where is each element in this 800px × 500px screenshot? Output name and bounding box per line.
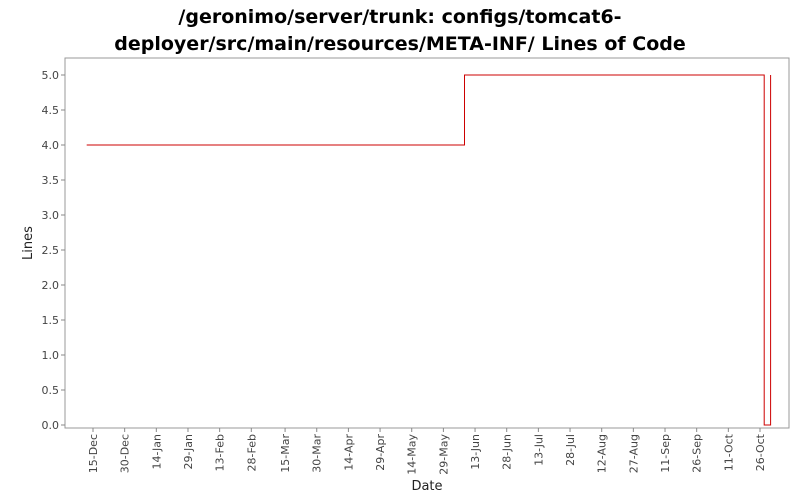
x-tick-label: 11-Oct (722, 433, 735, 471)
x-tick-label: 11-Sep (659, 434, 672, 473)
plot-area (64, 57, 790, 429)
x-tick-label: 26-Oct (754, 433, 767, 471)
x-tick-label: 30-Dec (119, 434, 132, 473)
x-tick-label: 28-Feb (245, 434, 258, 471)
y-tick-label: 5.0 (42, 69, 60, 82)
x-axis-label: Date (411, 479, 442, 494)
y-tick-label: 3.0 (42, 209, 60, 222)
chart-title-line-1: /geronimo/server/trunk: configs/tomcat6- (178, 6, 622, 28)
y-tick-label: 1.0 (42, 349, 60, 362)
y-axis: 0.0 0.5 1.0 1.5 2.0 2.5 3.0 3.5 4.0 4.5 5.0 (42, 69, 65, 432)
y-tick-label: 0.0 (42, 419, 60, 432)
x-tick-label: 15-Dec (87, 434, 100, 473)
x-tick-label: 12-Aug (596, 434, 609, 473)
chart-title: /geronimo/server/trunk: configs/tomcat6-… (0, 4, 800, 58)
x-tick-label: 14-May (406, 434, 419, 475)
y-tick-label: 4.0 (42, 139, 60, 152)
x-axis: 15-Dec 30-Dec 14-Jan 29-Jan 13-Feb 28-Feb 15-M… (87, 428, 767, 475)
x-tick-label: 29-May (437, 434, 450, 475)
series-line (86, 74, 772, 426)
y-tick-label: 3.5 (42, 174, 60, 187)
y-tick-label: 1.5 (42, 314, 60, 327)
x-tick-label: 28-Jun (501, 434, 514, 470)
y-tick-label: 4.5 (42, 104, 60, 117)
y-tick-label: 2.0 (42, 279, 60, 292)
x-tick-label: 15-Mar (279, 434, 292, 473)
x-tick-label: 28-Jul (564, 434, 577, 466)
y-tick-label: 0.5 (42, 384, 60, 397)
x-tick-label: 14-Apr (342, 434, 355, 471)
chart-title-line-2: deployer/src/main/resources/META-INF/ Li… (114, 33, 686, 55)
x-tick-label: 30-Mar (311, 434, 324, 473)
x-tick-label: 14-Jan (150, 434, 163, 470)
x-tick-label: 27-Aug (627, 434, 640, 473)
x-tick-label: 13-Jun (469, 434, 482, 470)
x-tick-label: 13-Jul (532, 434, 545, 466)
x-tick-label: 26-Sep (691, 434, 704, 473)
y-axis-label: Lines (21, 226, 36, 260)
x-tick-label: 13-Feb (214, 434, 227, 471)
x-tick-label: 29-Jan (182, 434, 195, 470)
x-tick-label: 29-Apr (374, 434, 387, 471)
y-tick-label: 2.5 (42, 244, 60, 257)
series-group (86, 74, 772, 426)
